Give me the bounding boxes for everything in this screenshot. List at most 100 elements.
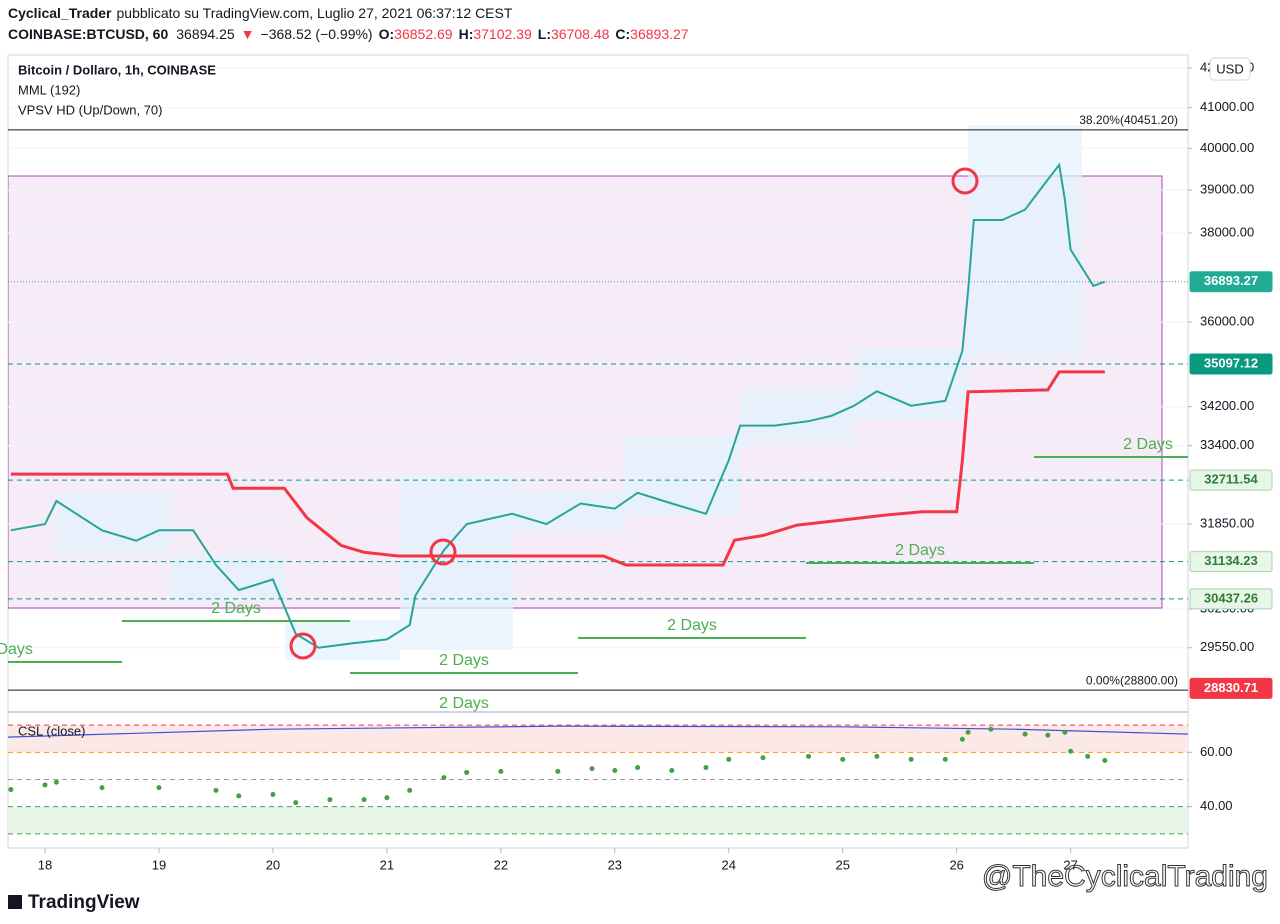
axes: 42000.0041000.0040000.0039000.0038000.00… — [38, 59, 1273, 872]
csl-dot — [213, 787, 219, 793]
signal-circle — [429, 538, 457, 566]
y-tick-label: 60.00 — [1200, 744, 1233, 759]
csl-dot — [874, 753, 880, 759]
signal-circle — [289, 632, 317, 660]
x-tick-label: 24 — [722, 857, 736, 872]
csl-dot — [441, 775, 447, 781]
change-arrow: ▼ — [241, 26, 255, 42]
annotation: 2 Days — [211, 600, 261, 617]
price-tag-label: 35097.12 — [1204, 355, 1258, 370]
watermark: @TheCyclicalTrading — [982, 860, 1268, 893]
csl-dot — [361, 797, 367, 803]
csl-dot — [53, 779, 59, 785]
csl-dot — [840, 756, 846, 762]
csl-dot — [384, 795, 390, 801]
price-tag-label: 36893.27 — [1204, 273, 1258, 288]
csl-dot — [959, 736, 965, 742]
y-tick-label: 40.00 — [1200, 798, 1233, 813]
price-tag — [1189, 271, 1273, 293]
chart-title: Bitcoin / Dollaro, 1h, COINBASE — [18, 62, 216, 77]
price-pane — [8, 67, 1188, 691]
csl-dot — [908, 756, 914, 762]
x-tick-label: 18 — [38, 857, 52, 872]
csl-dot — [156, 785, 162, 791]
fib-label: 0.00%(28800.00) — [1086, 673, 1178, 687]
profile-box — [855, 348, 968, 420]
csl-dot — [726, 756, 732, 762]
close-label: C: — [615, 26, 630, 42]
profile-box — [400, 475, 513, 650]
profile-box — [740, 390, 855, 445]
indicator-pane — [8, 724, 1188, 835]
y-tick-label: 40000.00 — [1200, 140, 1254, 155]
csl-dot — [1102, 757, 1108, 763]
annotation: 2 Days — [1123, 436, 1173, 453]
csl-dot — [669, 768, 675, 774]
price-tag-label: 30437.26 — [1204, 590, 1258, 605]
price-tag-label: 31134.23 — [1204, 553, 1258, 568]
x-tick-label: 22 — [494, 857, 508, 872]
mml-line — [10, 370, 1105, 567]
annotation: 2 Days — [895, 542, 945, 559]
csl-dot — [965, 729, 971, 735]
csl-dot — [1045, 732, 1051, 738]
y-tick-label: 33400.00 — [1200, 437, 1254, 452]
csl-dot — [760, 755, 766, 761]
x-tick-label: 20 — [266, 857, 280, 872]
csl-dot — [635, 765, 641, 771]
logo-icon — [8, 895, 22, 909]
x-tick-label: 26 — [949, 857, 963, 872]
csl-dot — [327, 797, 333, 803]
low-label: L: — [538, 26, 551, 42]
tv-logo — [8, 895, 22, 909]
profile-box — [625, 435, 740, 515]
close: 36893.27 — [630, 26, 689, 42]
open: 36852.69 — [394, 26, 453, 42]
header-line-1: Cyclical_Trader pubblicato su TradingView… — [8, 5, 513, 21]
y-tick-label: 36000.00 — [1200, 314, 1254, 329]
band-lower — [8, 806, 1188, 834]
y-tick-label: 38000.00 — [1200, 224, 1254, 239]
csl-dot — [8, 787, 14, 793]
csl-dot — [703, 765, 709, 771]
annotation: 2 Days — [0, 641, 33, 658]
csl-dot — [1062, 729, 1068, 735]
price-tag — [1189, 551, 1273, 573]
high: 37102.39 — [473, 26, 532, 42]
legend-mml: MML (192) — [18, 82, 80, 97]
price-tag-label: 32711.54 — [1204, 472, 1258, 487]
low: 36708.48 — [551, 26, 610, 42]
fib-label: 38.20%(40451.20) — [1079, 113, 1178, 127]
currency-button[interactable] — [1209, 57, 1251, 81]
open-label: O: — [379, 26, 395, 42]
y-tick-label: 29550.00 — [1200, 639, 1254, 654]
signal-circle — [951, 167, 979, 195]
annotation: 2 Days — [439, 652, 489, 669]
price-line — [10, 162, 1106, 649]
csl-dot — [942, 756, 948, 762]
symbol: COINBASE:BTCUSD, 60 — [8, 26, 168, 42]
x-tick-label: 23 — [608, 857, 622, 872]
csl-dot — [270, 791, 276, 797]
csl-dot — [1068, 748, 1074, 754]
price-tag — [1189, 588, 1273, 610]
author: Cyclical_Trader — [8, 5, 112, 21]
legend-vpsv: VPSV HD (Up/Down, 70) — [18, 102, 163, 117]
csl-dot — [407, 787, 413, 793]
csl-dot — [464, 769, 470, 775]
indicator-title: CSL (close) — [18, 723, 85, 738]
price-tag — [1189, 469, 1273, 491]
y-tick-label: 39000.00 — [1200, 182, 1254, 197]
header-line-2: COINBASE:BTCUSD, 60 36894.25 ▼ −368.52 (−0.… — [8, 26, 689, 42]
csl-dot — [806, 753, 812, 759]
y-tick-label: 31850.00 — [1200, 516, 1254, 531]
csl-dot — [555, 768, 561, 774]
csl-dot — [612, 768, 618, 774]
profile-box — [968, 125, 1082, 357]
currency[interactable]: USD — [1216, 61, 1243, 76]
annotation: 2 Days — [439, 695, 489, 712]
csl-dot — [293, 800, 299, 806]
annotation: 2 Days — [667, 617, 717, 634]
x-tick-label: 27 — [1063, 857, 1077, 872]
